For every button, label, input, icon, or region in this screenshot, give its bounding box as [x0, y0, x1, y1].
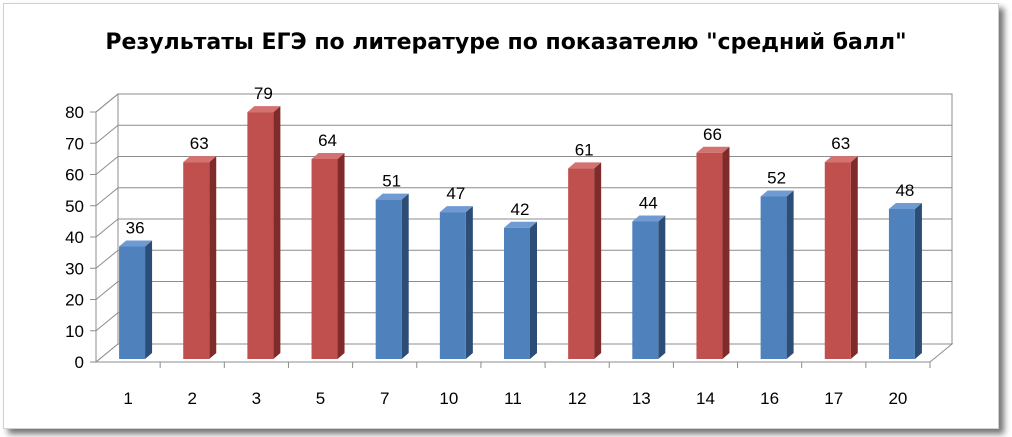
data-label: 52	[767, 169, 786, 188]
data-label: 44	[639, 194, 658, 213]
data-label: 63	[831, 134, 850, 153]
x-tick-label: 16	[760, 389, 779, 408]
y-tick-label: 30	[65, 259, 84, 278]
x-tick-label: 1	[123, 389, 132, 408]
x-tick-label: 13	[632, 389, 651, 408]
x-tick-label: 2	[187, 389, 196, 408]
x-tick-label: 7	[380, 389, 389, 408]
data-label: 64	[318, 131, 337, 150]
x-tick-label: 20	[888, 389, 907, 408]
data-label: 36	[126, 219, 145, 238]
bar	[183, 162, 210, 359]
bar	[119, 246, 146, 359]
bar-side	[786, 190, 794, 359]
y-tick-label: 0	[75, 353, 84, 372]
bar-side	[209, 156, 217, 359]
bar-side	[145, 240, 153, 359]
bar-top	[760, 190, 794, 197]
gridline	[95, 218, 952, 238]
bar	[439, 212, 466, 359]
x-tick-label: 14	[696, 389, 715, 408]
y-tick-label: 20	[65, 291, 84, 310]
bar-side	[465, 206, 473, 359]
bar	[247, 112, 274, 359]
bar-side	[594, 162, 602, 359]
data-label: 48	[895, 181, 914, 200]
bar-top	[247, 106, 281, 113]
data-label: 63	[190, 134, 209, 153]
data-label: 79	[254, 84, 273, 103]
gridline	[95, 249, 952, 269]
bar-side	[722, 146, 730, 359]
bar-top	[439, 206, 473, 213]
x-tick-label: 5	[316, 389, 325, 408]
bar	[696, 152, 723, 359]
gridline	[95, 124, 952, 144]
chart-title: Результаты ЕГЭ по литературе по показате…	[105, 30, 907, 55]
bar-top	[183, 156, 217, 163]
bar	[504, 227, 530, 359]
gridline	[95, 187, 952, 207]
data-label: 51	[382, 172, 401, 191]
bar-top	[568, 162, 602, 169]
bar-side	[914, 203, 922, 359]
bar-top	[632, 215, 666, 222]
x-tick-label: 10	[439, 389, 458, 408]
bar	[311, 159, 338, 359]
y-tick-label: 80	[65, 103, 84, 122]
bar-side	[850, 156, 858, 359]
bar-side	[530, 221, 537, 359]
data-label: 66	[703, 125, 722, 144]
bar	[824, 162, 851, 359]
gridline	[95, 93, 952, 113]
data-label: 47	[446, 184, 465, 203]
bar	[632, 221, 659, 359]
bar-side	[401, 193, 409, 359]
y-tick-label: 10	[65, 322, 84, 341]
bar-top	[504, 221, 537, 228]
bar	[888, 209, 915, 359]
bar-top	[824, 156, 858, 163]
bar-side	[658, 215, 666, 359]
x-tick-label: 12	[568, 389, 587, 408]
bar-side	[273, 106, 281, 359]
y-tick-label: 40	[65, 228, 84, 247]
x-tick-label: 3	[252, 389, 261, 408]
bar-top	[888, 203, 922, 209]
gridline	[95, 312, 952, 332]
gridline	[95, 156, 952, 175]
bar	[568, 168, 595, 359]
y-tick-label: 70	[65, 134, 84, 153]
y-tick-label: 60	[65, 166, 84, 185]
x-tick-label: 11	[504, 389, 522, 408]
bar-top	[311, 153, 345, 159]
bar-top	[696, 146, 730, 153]
bar-side	[337, 153, 345, 359]
data-label: 42	[511, 200, 530, 219]
bar	[375, 199, 402, 359]
x-tick-label: 17	[824, 389, 843, 408]
bar-top	[375, 193, 409, 200]
bar-top	[119, 240, 153, 247]
y-tick-label: 50	[65, 197, 84, 216]
bar	[760, 196, 787, 359]
data-label: 61	[575, 140, 594, 159]
gridline	[95, 281, 952, 300]
